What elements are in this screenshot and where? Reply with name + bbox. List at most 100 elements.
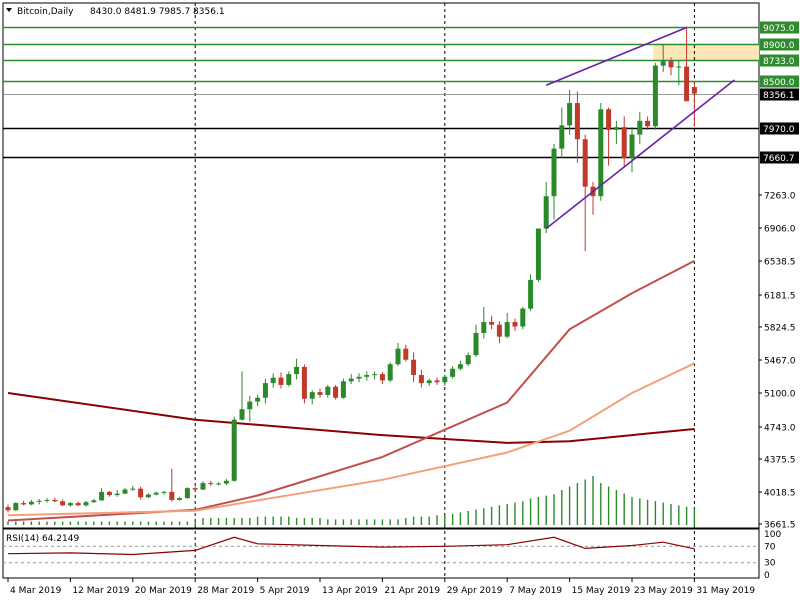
x-tick-label: 12 Mar 2019 [72, 586, 129, 596]
candle-body [60, 501, 66, 506]
candle-body [676, 66, 682, 68]
y-tick-label: 5100.0 [764, 390, 796, 400]
candle-body [270, 377, 276, 384]
candle-body [333, 386, 339, 398]
candle-body [387, 364, 393, 381]
ohlc-label: 8430.0 8481.9 7985.7 8356.1 [90, 7, 225, 17]
rsi-pane-frame [2, 528, 760, 579]
collapse-triangle-icon[interactable] [6, 8, 12, 12]
candle-body [286, 374, 292, 385]
volume-bars [7, 476, 696, 525]
candle-body [239, 409, 245, 420]
level-tag-text: 8733.0 [763, 57, 795, 67]
level-tag [760, 122, 799, 135]
candle-body [598, 109, 604, 197]
channel-line [545, 79, 735, 230]
candle-body [91, 500, 97, 503]
x-tick-label: 31 May 2019 [696, 586, 755, 596]
level-tag [760, 88, 799, 101]
candle-body [411, 359, 417, 376]
moving-average-line [7, 260, 695, 522]
y-tick-label: 4375.5 [764, 456, 796, 466]
y-tick-label: 6538.5 [764, 258, 796, 268]
candle-body [450, 368, 456, 377]
level-tag [760, 54, 799, 67]
level-tag-text: 8356.1 [763, 91, 795, 101]
candle-body [457, 364, 463, 369]
price-pane-frame [2, 2, 760, 529]
x-tick-label: 29 Apr 2019 [447, 586, 503, 596]
candle-body [325, 386, 331, 395]
candle-body [52, 499, 58, 502]
candle-body [36, 500, 42, 502]
candle-body [309, 392, 315, 399]
zone-rect [653, 43, 759, 60]
candle-body [621, 127, 627, 159]
x-tick-label: 15 May 2019 [572, 586, 631, 596]
candle-body [629, 134, 635, 159]
level-tag-text: 7970.0 [763, 125, 795, 135]
candle-body [403, 348, 409, 360]
x-tick-label: 5 Apr 2019 [260, 586, 310, 596]
level-tag-text: 9075.0 [763, 24, 795, 34]
candle-body [21, 503, 27, 505]
candle-body [44, 499, 50, 501]
candle-body [691, 87, 697, 94]
candle-body [364, 375, 370, 377]
time-axis: 4 Mar 2019 12 Mar 2019 20 Mar 2019 28 Mar 2… [7, 578, 755, 596]
candle-body [637, 120, 643, 135]
candle-body [13, 503, 19, 511]
candle-body [473, 332, 479, 356]
candle-body [372, 374, 378, 376]
candle-body [606, 109, 612, 130]
candle-body [442, 376, 448, 383]
candle-body [294, 366, 300, 375]
candle-body [28, 501, 34, 505]
level-tag [760, 75, 799, 88]
candle-body [426, 380, 432, 384]
candle-body [122, 489, 128, 494]
candle-body [613, 127, 619, 130]
y-tick-label: 3661.5 [764, 521, 796, 531]
candle-body [567, 103, 573, 126]
candle-body [114, 493, 120, 496]
candle-body [481, 322, 487, 333]
candle-body [208, 483, 214, 485]
candle-body [301, 366, 307, 399]
price-axis: 7263.0 6906.0 6538.5 6181.5 5824.5 5467.0 5100… [759, 192, 796, 531]
candle-body [512, 322, 518, 327]
candle-body [177, 498, 183, 500]
x-tick-label: 13 Apr 2019 [322, 586, 378, 596]
candle-body [223, 480, 229, 484]
candle-body [418, 375, 424, 384]
rsi-axis-label: 70 [764, 542, 776, 552]
candle-body [99, 491, 105, 501]
candle-body [192, 488, 198, 490]
resistance-zone [653, 43, 759, 60]
candle-body [145, 494, 151, 498]
y-tick-label: 6181.5 [764, 292, 796, 302]
candle-body [465, 355, 471, 365]
candle-body [340, 381, 346, 398]
candle-body [153, 492, 159, 495]
chart-header: Bitcoin,Daily 8430.0 8481.9 7985.7 8356.… [6, 7, 225, 17]
candle-body [379, 374, 385, 381]
x-tick-label: 21 Apr 2019 [384, 586, 440, 596]
rsi-axis-label: 30 [764, 559, 776, 569]
candle-body [67, 503, 73, 506]
candle-body [138, 488, 144, 498]
candle-body [574, 103, 580, 140]
candles [5, 27, 697, 513]
moving-average-line [7, 392, 695, 444]
candle-body [496, 324, 502, 337]
candle-body [559, 125, 565, 149]
x-tick-label: 28 Mar 2019 [197, 586, 254, 596]
x-tick-label: 23 May 2019 [634, 586, 693, 596]
candle-body [395, 348, 401, 365]
candle-body [660, 61, 666, 66]
candle-body [216, 483, 222, 485]
candle-body [489, 322, 495, 325]
candle-body [668, 61, 674, 68]
